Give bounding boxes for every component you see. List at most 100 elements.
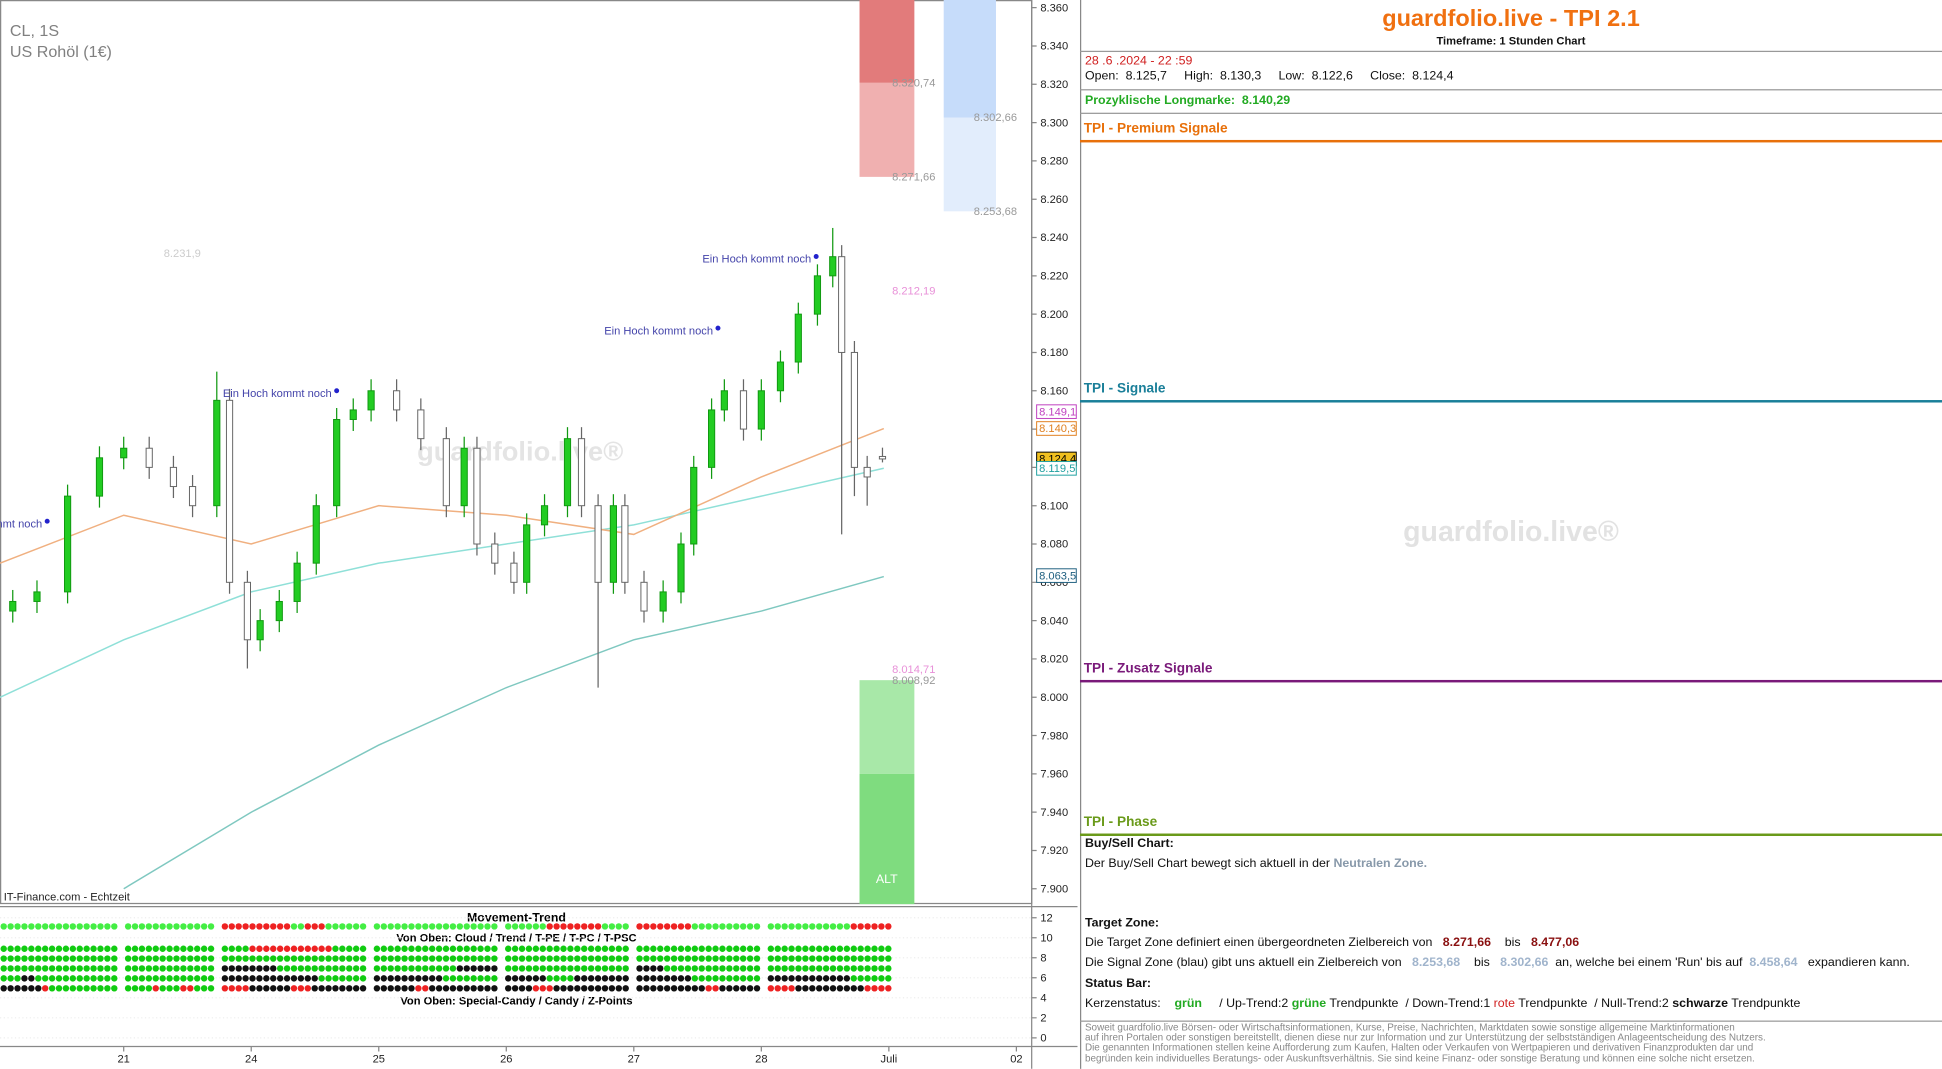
status-dot: [318, 945, 325, 952]
status-dot: [318, 923, 325, 930]
status-dot: [401, 975, 408, 982]
ohlc-label: Open:: [1084, 69, 1119, 83]
status-dot: [0, 985, 7, 992]
status-dot: [373, 975, 381, 982]
status-dot: [643, 965, 650, 972]
status-dot: [691, 945, 699, 952]
buysell-text: Der Buy/Sell Chart bewegt sich aktuell i…: [1085, 857, 1427, 871]
status-dot: [387, 975, 394, 982]
status-dot: [346, 945, 353, 952]
status-dot: [270, 985, 277, 992]
status-dot: [228, 975, 235, 982]
disclaimer-line: auf ihren Portalen oder sonstigen bereit…: [1084, 1031, 1766, 1044]
status-dot: [753, 923, 761, 930]
status-dot: [0, 975, 7, 982]
status-dot: [207, 955, 215, 962]
status-dot: [242, 945, 249, 952]
status-dot: [221, 975, 229, 982]
status-dot: [767, 955, 775, 962]
status-dot: [587, 965, 595, 972]
source: IT-Finance.com - Echtzeit: [4, 891, 131, 903]
status-dot: [359, 985, 367, 992]
status-dot: [242, 923, 249, 930]
status-dot: [408, 955, 415, 962]
status-dot: [615, 975, 623, 982]
status-dot: [719, 965, 726, 972]
status-dot: [836, 985, 844, 992]
watermark: guardfolio.live®: [1403, 515, 1619, 548]
status-dot: [574, 965, 581, 972]
status-dot: [885, 975, 892, 982]
status-dot: [21, 955, 28, 962]
status-dot: [387, 955, 394, 962]
status-dot: [235, 923, 242, 930]
status-dot: [484, 923, 491, 930]
status-dot: [484, 955, 491, 962]
status-dot: [705, 985, 712, 992]
status-dot: [774, 975, 781, 982]
longmarke-label: Prozyklische Longmarke:: [1084, 94, 1235, 108]
status-dot: [104, 955, 111, 962]
status-dot: [560, 965, 567, 972]
status-dot: [207, 965, 215, 972]
status-dot: [207, 923, 215, 930]
status-dot: [276, 965, 284, 972]
status-dot: [352, 985, 360, 992]
status-dot: [7, 945, 14, 952]
status-dot: [221, 985, 229, 992]
status-dot: [401, 985, 408, 992]
status-dot: [684, 975, 692, 982]
status-dot: [28, 975, 35, 982]
status-dot: [35, 923, 42, 930]
target-zone: [859, 680, 915, 774]
status-dot: [152, 923, 159, 930]
value: 8.271,66: [1442, 936, 1491, 950]
status-dot: [228, 923, 235, 930]
ohlc-label: High:: [1184, 69, 1214, 83]
status-dot: [815, 985, 823, 992]
status-dot: [111, 945, 118, 952]
longmarke: Prozyklische Longmarke: 8.140,29: [1085, 94, 1290, 108]
status-dot: [857, 965, 864, 972]
status-dot: [297, 985, 305, 992]
y-tick-label: 8.160: [1040, 385, 1068, 397]
status-dot: [69, 965, 77, 972]
status-dot: [719, 923, 726, 930]
status-dot: [69, 975, 77, 982]
status-dot: [14, 945, 21, 952]
status-dot: [242, 985, 249, 992]
status-dot: [318, 955, 325, 962]
status-dot: [864, 965, 871, 972]
status-dot: [802, 923, 809, 930]
status-dot: [843, 923, 851, 930]
status-dot: [394, 985, 401, 992]
status-dot: [124, 985, 132, 992]
zone-label: 8.320,74: [892, 78, 935, 90]
status-dot: [124, 955, 132, 962]
status-dot: [532, 923, 540, 930]
status-dot: [815, 975, 823, 982]
status-dot: [809, 975, 816, 982]
status-dot: [159, 955, 166, 962]
candle-body: [594, 505, 602, 583]
status-dot: [518, 945, 526, 952]
price-badge: [1036, 461, 1077, 476]
status-dot: [795, 923, 802, 930]
candle-body: [720, 390, 728, 411]
zone-badge: ALT: [876, 872, 898, 886]
status-dot: [48, 965, 56, 972]
status-dot: [76, 955, 83, 962]
status-dot: [504, 923, 512, 930]
status-dot: [739, 945, 747, 952]
status-dot: [449, 985, 457, 992]
status-dot: [733, 985, 740, 992]
status-dot: [249, 955, 256, 962]
y-tick-label: 8.300: [1040, 117, 1068, 129]
candle-body: [63, 495, 72, 593]
status-dot: [290, 965, 298, 972]
candle-body: [333, 419, 341, 507]
status-dot: [663, 945, 671, 952]
status-dot: [380, 955, 388, 962]
status-dot: [435, 923, 443, 930]
status-dot: [504, 945, 512, 952]
